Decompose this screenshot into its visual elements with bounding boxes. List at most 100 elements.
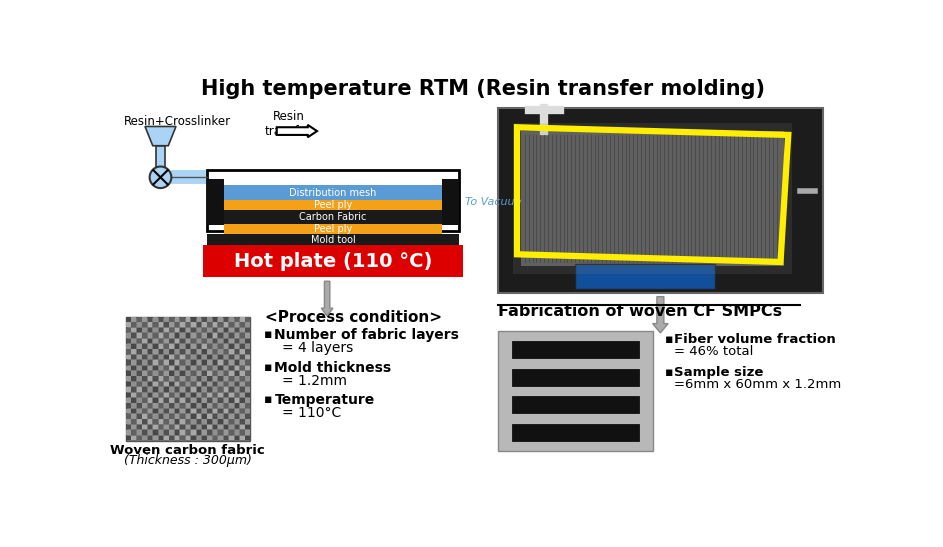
Bar: [213, 360, 218, 365]
Bar: [126, 317, 131, 322]
Bar: [240, 403, 244, 408]
Bar: [158, 371, 163, 376]
Bar: [137, 376, 141, 381]
Bar: [202, 430, 207, 435]
Bar: [137, 398, 141, 403]
Bar: [218, 425, 223, 429]
Bar: [170, 333, 174, 338]
Bar: [186, 393, 190, 397]
Bar: [191, 430, 196, 435]
Bar: [142, 322, 147, 327]
Bar: [148, 420, 153, 424]
Bar: [174, 414, 179, 418]
Bar: [245, 365, 250, 370]
Bar: [131, 382, 136, 386]
Bar: [174, 420, 179, 424]
Text: = 4 layers: = 4 layers: [282, 341, 354, 356]
Bar: [170, 403, 174, 408]
Bar: [174, 435, 179, 440]
Bar: [126, 409, 131, 414]
Bar: [180, 376, 185, 381]
Bar: [223, 387, 228, 392]
Bar: [174, 328, 179, 333]
Bar: [174, 409, 179, 414]
Bar: [174, 365, 179, 370]
Bar: [126, 371, 131, 376]
Bar: [218, 371, 223, 376]
Bar: [158, 365, 163, 370]
Bar: [196, 328, 201, 333]
Bar: [202, 350, 207, 354]
Bar: [186, 387, 190, 392]
Bar: [213, 382, 218, 386]
Bar: [137, 382, 141, 386]
Bar: [196, 365, 201, 370]
Text: Temperature: Temperature: [274, 393, 374, 407]
Bar: [213, 322, 218, 327]
Bar: [207, 371, 212, 376]
Text: ▪: ▪: [264, 328, 273, 341]
Bar: [142, 398, 147, 403]
Bar: [229, 387, 234, 392]
Bar: [186, 425, 190, 429]
Bar: [148, 425, 153, 429]
Bar: [213, 387, 218, 392]
Bar: [218, 328, 223, 333]
Bar: [142, 365, 147, 370]
Bar: [196, 387, 201, 392]
Bar: [229, 371, 234, 376]
Bar: [137, 322, 141, 327]
Bar: [180, 420, 185, 424]
Text: Fabrication of woven CF SMPCs: Fabrication of woven CF SMPCs: [498, 304, 782, 318]
Bar: [196, 344, 201, 348]
Bar: [229, 328, 234, 333]
Bar: [158, 350, 163, 354]
Bar: [240, 355, 244, 359]
Bar: [218, 398, 223, 403]
Bar: [142, 371, 147, 376]
Text: = 1.2mm: = 1.2mm: [282, 374, 347, 388]
Bar: [240, 328, 244, 333]
Bar: [158, 328, 163, 333]
Polygon shape: [145, 126, 176, 146]
Bar: [164, 414, 169, 418]
Bar: [137, 328, 141, 333]
Bar: [245, 398, 250, 403]
Bar: [126, 403, 131, 408]
Bar: [148, 430, 153, 435]
Bar: [131, 360, 136, 365]
Bar: [137, 371, 141, 376]
Bar: [229, 365, 234, 370]
Bar: [245, 317, 250, 322]
Bar: [191, 339, 196, 343]
Bar: [229, 322, 234, 327]
Bar: [213, 339, 218, 343]
Bar: [180, 371, 185, 376]
Bar: [202, 387, 207, 392]
Bar: [202, 322, 207, 327]
Bar: [196, 355, 201, 359]
Bar: [191, 322, 196, 327]
Bar: [196, 425, 201, 429]
Bar: [191, 393, 196, 397]
Text: <Process condition>: <Process condition>: [265, 310, 442, 325]
Bar: [235, 328, 240, 333]
Bar: [180, 360, 185, 365]
Bar: [153, 403, 157, 408]
Bar: [137, 365, 141, 370]
Bar: [207, 339, 212, 343]
Bar: [180, 387, 185, 392]
Bar: [131, 344, 136, 348]
Bar: [153, 328, 157, 333]
Bar: [224, 185, 442, 200]
Bar: [148, 393, 153, 397]
Bar: [235, 317, 240, 322]
Bar: [174, 333, 179, 338]
Bar: [207, 234, 459, 245]
Bar: [170, 387, 174, 392]
Bar: [153, 409, 157, 414]
Bar: [191, 333, 196, 338]
Bar: [511, 397, 639, 414]
Bar: [498, 108, 823, 293]
Bar: [240, 382, 244, 386]
